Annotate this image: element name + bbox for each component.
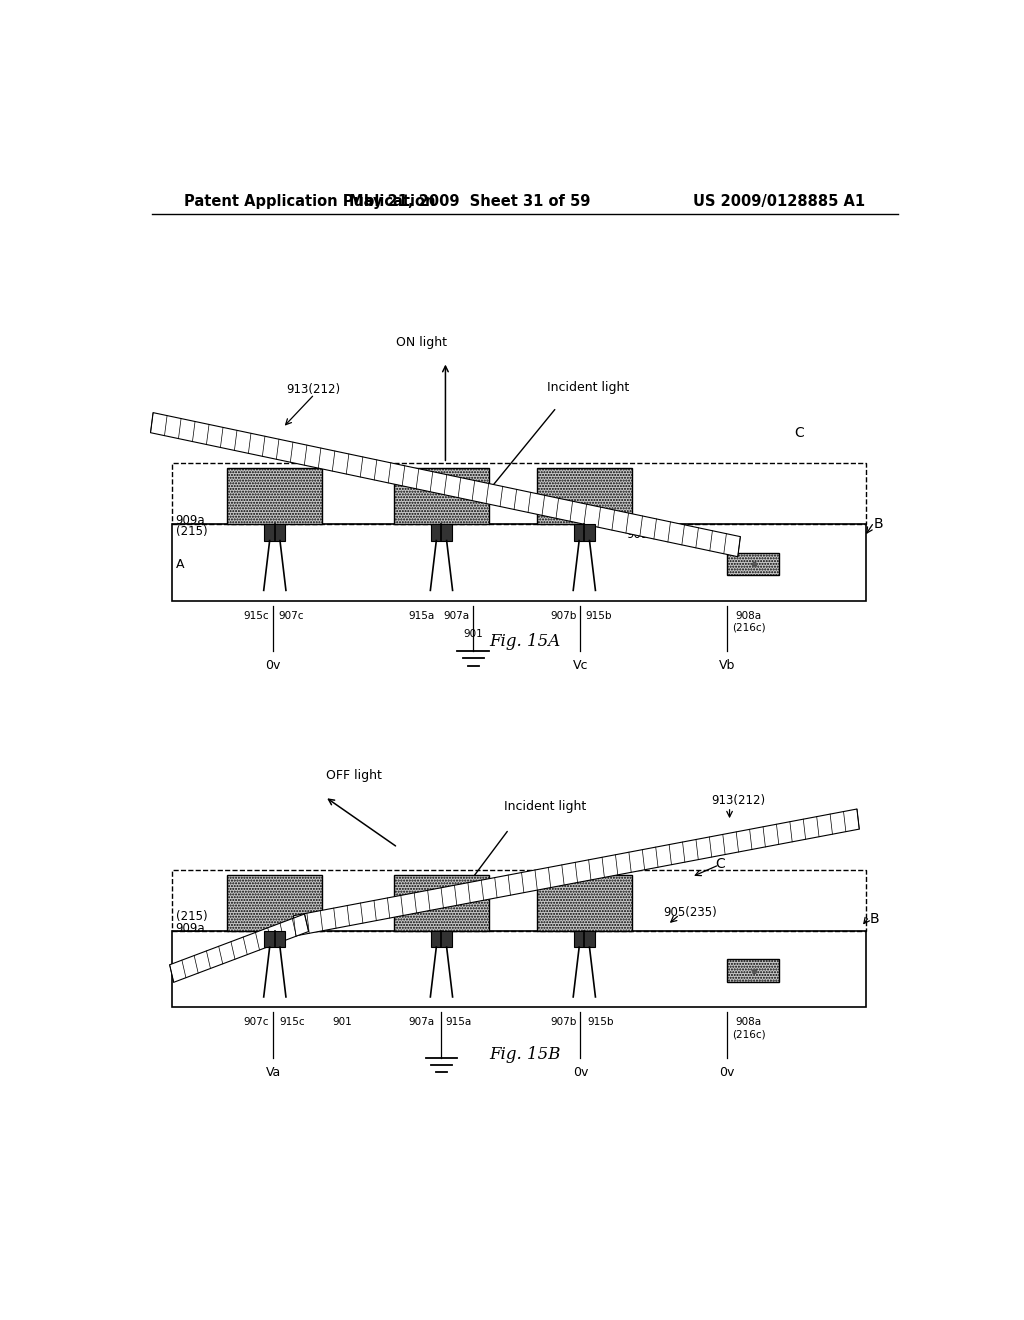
Text: 913(212): 913(212): [712, 795, 765, 808]
Text: 907c: 907c: [278, 611, 303, 620]
Text: Vb: Vb: [719, 660, 735, 672]
Text: 915b: 915b: [587, 1018, 613, 1027]
Text: Patent Application Publication: Patent Application Publication: [183, 194, 435, 209]
Text: 907a: 907a: [443, 611, 470, 620]
Bar: [172, 870, 866, 931]
Text: A: A: [176, 558, 184, 572]
Text: (215): (215): [176, 525, 207, 539]
Text: 909a: 909a: [176, 513, 205, 527]
Text: 909a: 909a: [176, 923, 205, 936]
Text: Incident light: Incident light: [547, 381, 630, 395]
Text: 905(235): 905(235): [664, 906, 718, 919]
Bar: [264, 524, 285, 541]
Text: 0v: 0v: [720, 1067, 735, 1078]
Bar: [227, 875, 323, 931]
Bar: [727, 960, 779, 982]
Text: 914: 914: [414, 503, 436, 516]
Text: 907a: 907a: [409, 1018, 435, 1027]
Text: 907b: 907b: [551, 1018, 577, 1027]
Text: 914: 914: [461, 904, 483, 917]
Text: 0v: 0v: [265, 660, 281, 672]
Text: Va: Va: [265, 1067, 281, 1078]
Text: 909b(235): 909b(235): [627, 528, 688, 541]
Bar: [172, 524, 866, 601]
Text: 915c: 915c: [280, 1018, 305, 1027]
Text: US 2009/0128885 A1: US 2009/0128885 A1: [692, 194, 865, 209]
Bar: [727, 553, 779, 576]
Polygon shape: [294, 809, 859, 936]
Text: 907b: 907b: [551, 611, 577, 620]
Bar: [537, 875, 632, 931]
Text: 911: 911: [441, 491, 464, 504]
Text: Vc: Vc: [572, 660, 588, 672]
Text: May 21, 2009  Sheet 31 of 59: May 21, 2009 Sheet 31 of 59: [348, 194, 590, 209]
Text: 915b: 915b: [586, 611, 612, 620]
Text: OFF light: OFF light: [327, 770, 382, 783]
Bar: [431, 524, 452, 541]
Text: Fig. 15A: Fig. 15A: [489, 632, 560, 649]
Text: 905: 905: [236, 507, 257, 520]
Text: C: C: [715, 857, 725, 871]
Text: 909b: 909b: [563, 886, 593, 899]
Bar: [537, 469, 632, 524]
Text: Incident light: Incident light: [504, 800, 586, 813]
Text: Fig. 15B: Fig. 15B: [489, 1047, 560, 1064]
Text: 915a: 915a: [409, 611, 435, 620]
Text: C: C: [795, 426, 805, 440]
Text: 0v: 0v: [572, 1067, 588, 1078]
Text: 913(212): 913(212): [287, 383, 341, 396]
Bar: [431, 931, 452, 948]
Text: (216c): (216c): [732, 1030, 765, 1039]
Text: 901: 901: [333, 1018, 352, 1027]
Text: 908a: 908a: [735, 611, 762, 620]
Text: 915a: 915a: [445, 1018, 471, 1027]
Polygon shape: [170, 913, 308, 982]
Bar: [394, 875, 489, 931]
Bar: [227, 469, 323, 524]
Bar: [264, 931, 285, 948]
Bar: [574, 931, 595, 948]
Text: 911: 911: [436, 896, 459, 909]
Text: 907c: 907c: [244, 1018, 269, 1027]
Text: (215): (215): [176, 909, 207, 923]
Bar: [574, 524, 595, 541]
Bar: [172, 931, 866, 1007]
Bar: [394, 469, 489, 524]
Text: (216c): (216c): [732, 623, 765, 632]
Text: B: B: [870, 912, 880, 925]
Text: ON light: ON light: [396, 337, 447, 350]
Text: 908a: 908a: [735, 1018, 762, 1027]
Bar: [172, 463, 866, 524]
Text: 915c: 915c: [244, 611, 269, 620]
Polygon shape: [151, 413, 740, 557]
Text: B: B: [873, 517, 884, 532]
Text: 901: 901: [463, 630, 483, 639]
Text: A: A: [176, 965, 184, 978]
